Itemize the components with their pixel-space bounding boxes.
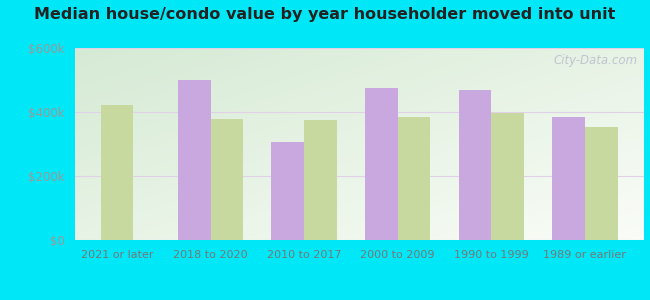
Bar xyxy=(101,105,133,240)
Bar xyxy=(585,128,618,240)
Text: Median house/condo value by year householder moved into unit: Median house/condo value by year househo… xyxy=(34,8,616,22)
Bar xyxy=(491,112,524,240)
Text: City-Data.com: City-Data.com xyxy=(554,54,638,67)
Bar xyxy=(272,142,304,240)
Bar xyxy=(458,90,491,240)
Bar xyxy=(178,80,211,240)
Bar xyxy=(398,117,430,240)
Bar xyxy=(365,88,398,240)
Bar xyxy=(552,117,585,240)
Bar xyxy=(211,119,243,240)
Bar xyxy=(304,120,337,240)
